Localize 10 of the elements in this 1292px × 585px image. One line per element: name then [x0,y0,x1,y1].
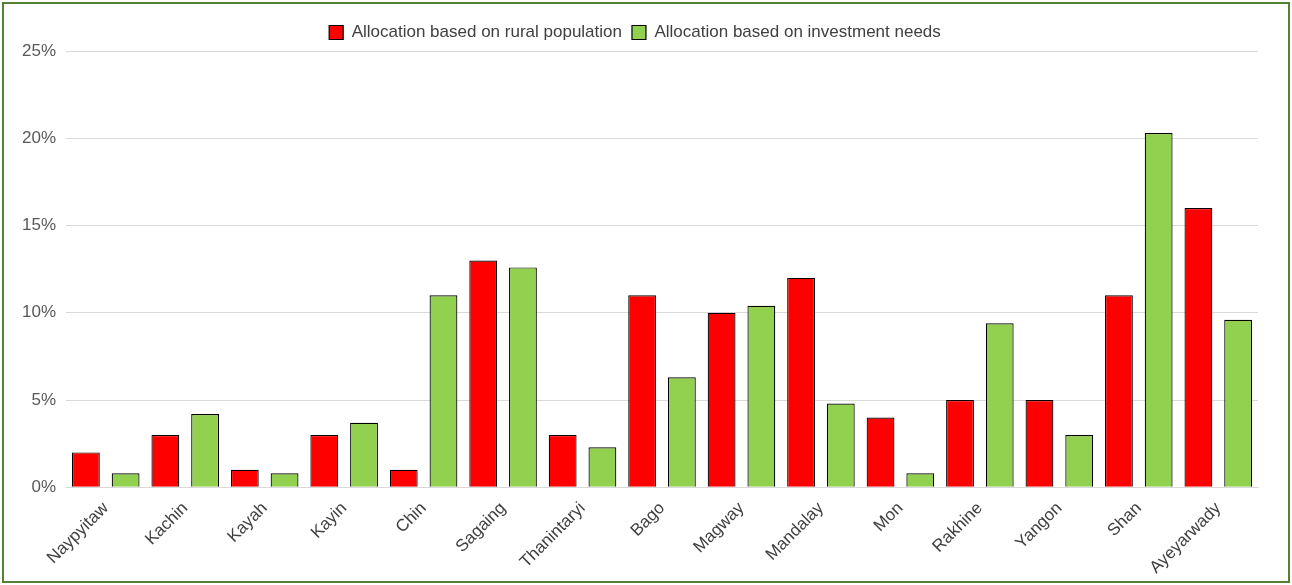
y-tick-label: 5% [31,389,57,409]
y-tick-label: 15% [21,215,57,235]
x-tick-label: Chin [391,498,430,537]
legend-label: Allocation based on investment needs [654,22,941,42]
legend-label: Allocation based on rural population [351,22,622,42]
y-tick-label: 25% [21,40,57,60]
y-tick-label: 10% [21,302,57,322]
y-tick-label: 0% [31,477,57,497]
y-tick-label: 20% [21,127,57,147]
x-tick-label: Mon [869,498,907,536]
